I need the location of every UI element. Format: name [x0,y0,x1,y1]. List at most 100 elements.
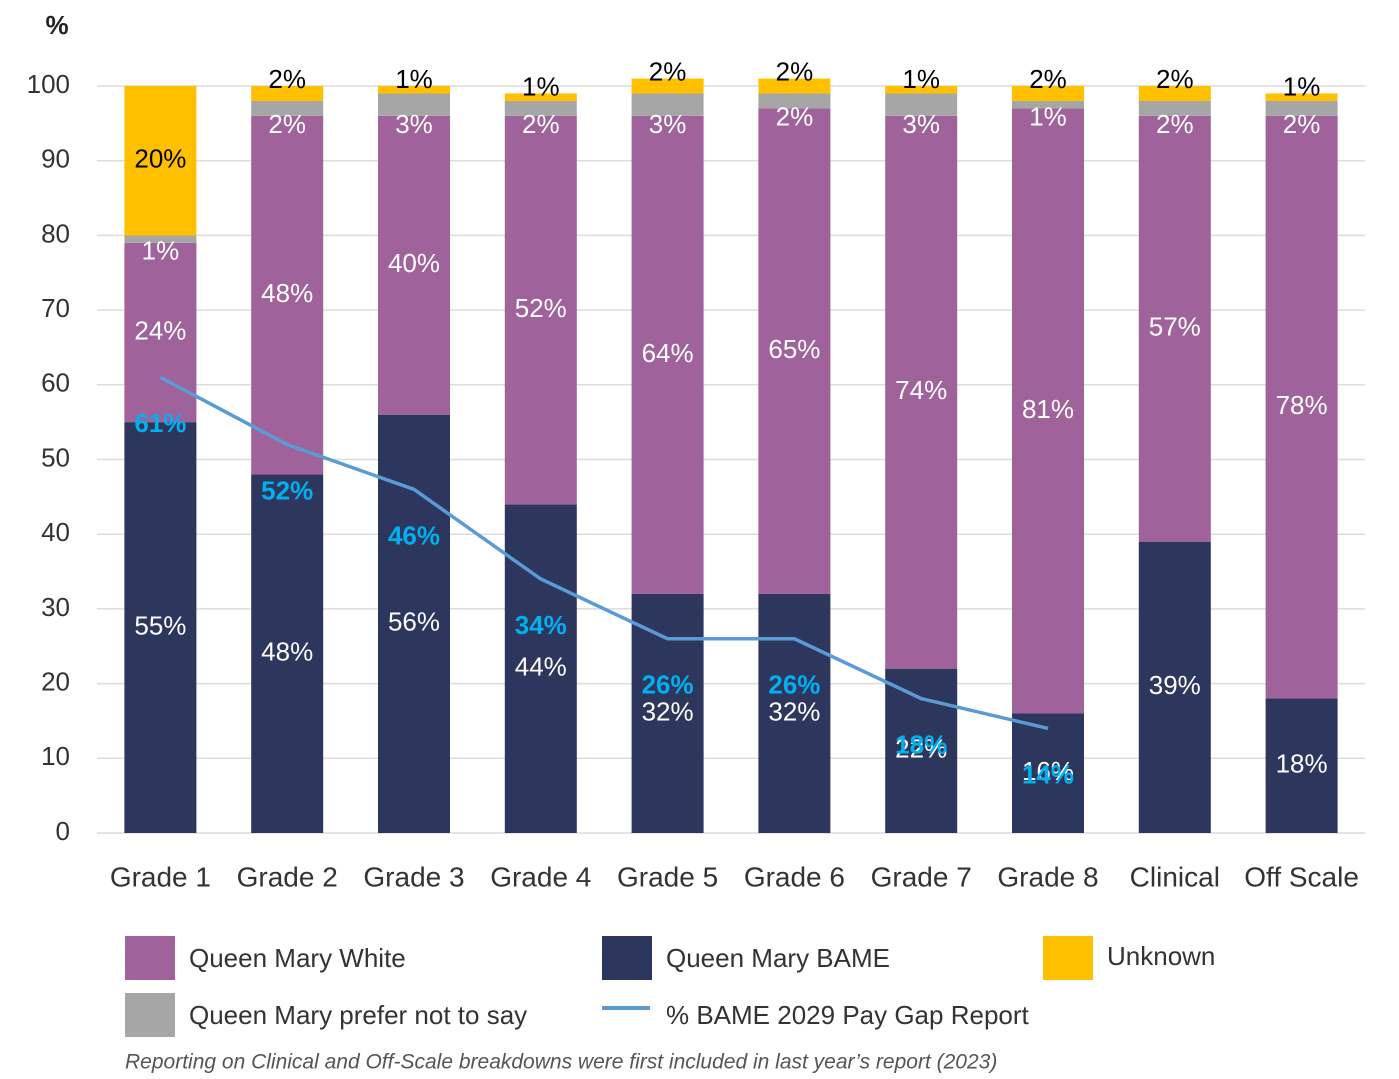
bar-segment [251,100,324,116]
bar-segment [1012,108,1084,714]
legend-label: Queen Mary prefer not to say [189,1000,527,1030]
bar-segment [631,78,704,94]
y-tick-label: 30 [41,592,70,622]
data-label: 48% [261,278,313,308]
line-label: 14% [1022,759,1074,789]
x-tick-label: Grade 4 [490,861,591,892]
x-tick-label: Clinical [1130,861,1220,892]
y-tick-label: 50 [41,442,70,472]
bar-segment [1138,541,1211,833]
data-label: 2% [522,109,560,139]
data-label: 24% [134,315,186,345]
bar-segment [885,115,958,669]
legend-swatch [1043,936,1093,980]
bar-segment [631,115,704,594]
bar-segment [1265,100,1338,116]
data-label: 20% [134,144,186,174]
data-label: 44% [515,652,567,682]
legend-label: Queen Mary White [189,943,406,973]
data-label: 1% [1029,101,1067,131]
y-tick-label: 80 [41,218,70,248]
bar-segment [378,414,450,833]
line [159,375,1049,731]
data-label: 2% [1156,64,1194,94]
bar-segment [251,115,324,475]
data-label: 1% [522,71,560,101]
data-label: 32% [642,696,694,726]
data-label: 40% [388,248,440,278]
data-label: 64% [642,338,694,368]
bar-segment [124,86,197,236]
bar-segment [758,93,831,109]
y-tick-label: 100 [27,69,70,99]
x-tick-label: Grade 7 [871,861,972,892]
data-label: 16% [1022,756,1074,786]
data-label: 2% [649,56,687,86]
data-label: 1% [142,236,180,266]
data-label: 56% [388,607,440,637]
bar-segment [1138,100,1211,116]
bar-segment [1012,713,1084,833]
data-label: 2% [1283,109,1321,139]
data-label: 22% [895,734,947,764]
bar-segment [758,108,831,594]
bar-segment [885,668,958,833]
bar-segment [251,86,324,101]
data-label: 1% [395,64,433,94]
bar-segment [1138,115,1211,542]
legend-swatch [125,936,175,980]
x-tick-label: Grade 8 [997,861,1098,892]
bar-segment [758,593,831,833]
data-label: 55% [134,610,186,640]
bar-segment [504,100,577,116]
bar-segment [124,235,197,243]
bar-segment [378,115,450,415]
bar-segment [504,115,577,505]
legend-label: Queen Mary BAME [666,943,890,973]
legend-swatch [125,993,175,1037]
line-label: 46% [388,520,440,550]
y-tick-label: 0 [56,816,70,846]
data-label: 74% [895,375,947,405]
y-axis-label: % [45,10,68,40]
bar-segment [378,93,450,116]
bar-segment [1138,86,1211,101]
data-label: 48% [261,637,313,667]
line-label: 52% [261,475,313,505]
x-tick-label: Grade 6 [744,861,845,892]
data-label: 2% [1029,64,1067,94]
bar-segment [885,93,958,116]
x-tick-label: Grade 1 [110,861,211,892]
data-label: 3% [649,109,687,139]
x-tick-label: Grade 5 [617,861,718,892]
data-label: 2% [268,109,306,139]
data-label: 2% [776,101,814,131]
data-label: 18% [1276,749,1328,779]
bar-segment [631,93,704,116]
y-tick-label: 40 [41,517,70,547]
data-label: 81% [1022,394,1074,424]
bar-segment [504,504,577,833]
data-label: 1% [1283,71,1321,101]
bar-segment [504,93,577,101]
legend-label: % BAME 2029 Pay Gap Report [666,1000,1030,1030]
x-tick-label: Off Scale [1244,861,1359,892]
y-tick-label: 60 [41,368,70,398]
legend-label: Unknown [1107,941,1215,971]
data-label: 65% [768,334,820,364]
legend-swatch [602,936,652,980]
bar-segment [631,593,704,833]
line-label: 26% [768,670,820,700]
line-label: 18% [895,729,947,759]
y-tick-label: 20 [41,666,70,696]
x-tick-label: Grade 3 [363,861,464,892]
data-label: 2% [268,64,306,94]
data-label: 3% [395,109,433,139]
bar-segment [1265,698,1338,833]
data-label: 78% [1276,390,1328,420]
line-label: 61% [134,408,186,438]
y-tick-label: 10 [41,741,70,771]
bar-segment [1265,93,1338,101]
y-tick-label: 70 [41,293,70,323]
